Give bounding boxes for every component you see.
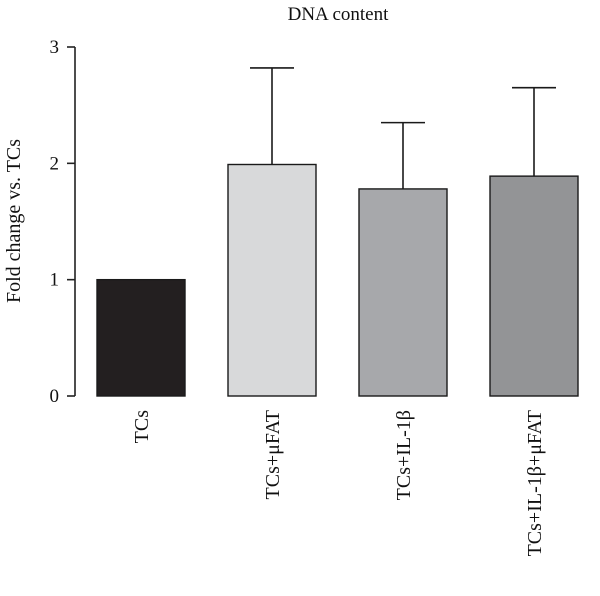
bar-2: [227, 163, 317, 397]
x-tick-label-1: TCs: [131, 410, 153, 444]
bar-4: [489, 175, 579, 397]
y-tick-label-3: 3: [50, 37, 60, 58]
bar-1: [96, 278, 186, 397]
bar-3: [358, 188, 448, 397]
y-tick-label-1: 1: [50, 270, 60, 291]
plot-area: 0 1 2 3 TCs TCs+μFAT TCs+IL-1β TCs+IL-1β+μFAT: [50, 37, 579, 556]
y-tick-label-2: 2: [50, 153, 60, 174]
x-tick-label-3: TCs+IL-1β: [393, 410, 415, 500]
y-axis-label: Fold change vs. TCs: [3, 139, 25, 303]
x-tick-label-4: TCs+IL-1β+μFAT: [524, 410, 546, 556]
chart-title: DNA content: [288, 4, 390, 25]
x-tick-label-2: TCs+μFAT: [262, 410, 284, 499]
y-tick-label-0: 0: [50, 386, 60, 407]
